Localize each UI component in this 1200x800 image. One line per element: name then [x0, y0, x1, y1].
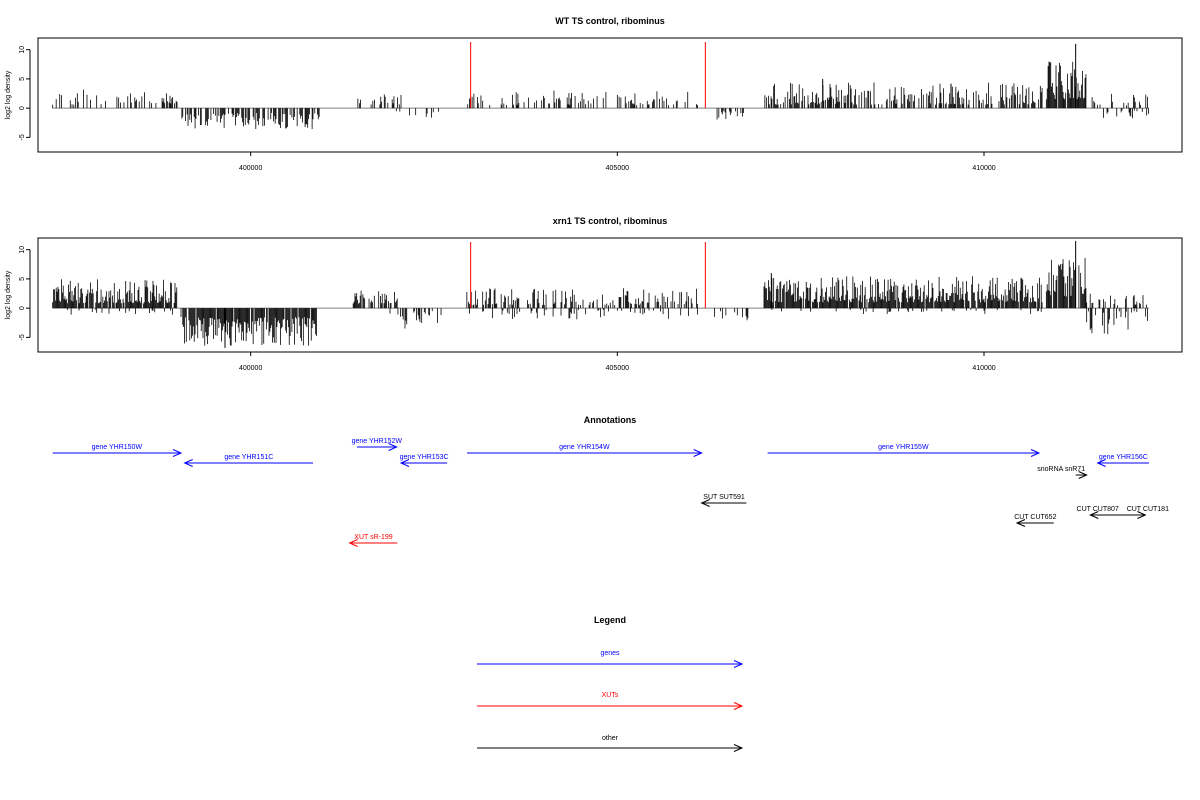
xrn1-panel-title: xrn1 TS control, ribominus [553, 216, 668, 226]
wt-x-tick-label: 410000 [972, 165, 995, 172]
feature-gene-yhr152w: gene YHR152W [352, 438, 403, 451]
xrn1-y-tick-label: 10 [19, 246, 26, 254]
xrn1-x-tick-label: 405000 [606, 365, 629, 372]
xrn1-signal-bars [52, 240, 1148, 348]
feature-label: snoRNA snR71 [1037, 466, 1085, 473]
feature-arrow [1075, 471, 1088, 479]
legend-title: Legend [594, 615, 626, 625]
wt-panel-title: WT TS control, ribominus [555, 16, 665, 26]
feature-cut-cut807: CUT CUT807 [1077, 506, 1119, 519]
wt-position-markers [470, 42, 706, 109]
annotations-title: Annotations [584, 415, 637, 425]
legend-arrow [477, 702, 744, 710]
xrn1-panel: xrn1 TS control, ribominus log2 log dens… [5, 216, 1183, 372]
wt-y-tick-label: 5 [19, 77, 26, 81]
feature-gene-yhr150w: gene YHR150W [52, 444, 183, 457]
xrn1-y-tick-label: 0 [19, 306, 26, 310]
legend-label: XUTs [602, 692, 619, 699]
feature-snorna-snr71: snoRNA snR71 [1037, 466, 1088, 479]
feature-label: XUT sR-199 [354, 534, 392, 541]
legend-label: genes [600, 650, 620, 657]
feature-gene-yhr155w: gene YHR155W [767, 444, 1041, 457]
xrn1-plot-frame [37, 237, 1183, 353]
feature-gene-yhr154w: gene YHR154W [467, 444, 703, 457]
feature-label: CUT CUT807 [1077, 506, 1119, 513]
feature-label: gene YHR152W [352, 438, 403, 445]
feature-label: gene YHR150W [92, 444, 143, 451]
xrn1-x-tick-label: 410000 [972, 365, 995, 372]
feature-cut-cut181: CUT CUT181 [1090, 506, 1169, 519]
feature-label: gene YHR153C [400, 454, 449, 461]
wt-x-tick-label: 405000 [606, 165, 629, 172]
xrn1-x-axis: 400000 405000 410000 [239, 352, 996, 372]
legend-item-other: other [477, 735, 744, 752]
feature-label: SUT SUT591 [703, 494, 745, 501]
feature-arrow [1090, 511, 1147, 519]
wt-x-axis: 400000 405000 410000 [239, 152, 996, 172]
feature-sut-sut591: SUT SUT591 [700, 494, 747, 507]
feature-arrow [399, 459, 448, 467]
xrn1-y-axis-label: log2 log density [5, 270, 12, 319]
feature-gene-yhr153c: gene YHR153C [400, 454, 449, 467]
feature-xut-sr-199: XUT sR-199 [348, 534, 398, 547]
wt-signal-bars [52, 43, 1149, 130]
xrn1-y-axis: -5 0 5 10 [19, 246, 31, 341]
feature-label: CUT CUT181 [1127, 506, 1169, 513]
feature-arrow [700, 499, 747, 507]
legend-arrow [477, 660, 744, 668]
feature-label: gene YHR155W [878, 444, 929, 451]
xrn1-y-tick-label: 5 [19, 277, 26, 281]
xrn1-y-tick-label: -5 [19, 334, 26, 340]
feature-cut-cut652: CUT CUT652 [1014, 514, 1057, 527]
feature-arrow [1096, 459, 1149, 467]
feature-label: gene YHR151C [224, 454, 273, 461]
wt-panel: WT TS control, ribominus log2 log densit… [5, 16, 1183, 172]
legend: Legend genes XUTs other [477, 615, 744, 752]
wt-y-axis-label: log2 log density [5, 70, 12, 119]
xrn1-position-markers [470, 242, 706, 309]
feature-gene-yhr156c: gene YHR156C [1096, 454, 1149, 467]
feature-arrow [357, 443, 398, 451]
wt-plot-frame [37, 37, 1183, 153]
wt-y-tick-label: 0 [19, 106, 26, 110]
legend-item-xuts: XUTs [477, 692, 744, 710]
wt-y-tick-label: 10 [19, 46, 26, 54]
feature-gene-yhr151c: gene YHR151C [183, 454, 313, 467]
feature-arrow [183, 459, 313, 467]
legend-arrow [477, 744, 744, 752]
feature-arrow [52, 449, 183, 457]
annotations-track: Annotations gene YHR150W gene YHR151C ge… [52, 415, 1169, 547]
annotation-features: gene YHR150W gene YHR151C gene YHR152W g… [52, 438, 1169, 547]
feature-arrow [1015, 519, 1054, 527]
feature-label: gene YHR154W [559, 444, 610, 451]
legend-label: other [602, 735, 619, 742]
feature-arrow [767, 449, 1041, 457]
wt-y-tick-label: -5 [19, 134, 26, 140]
xrn1-x-tick-label: 400000 [239, 365, 262, 372]
feature-label: CUT CUT652 [1014, 514, 1056, 521]
feature-label: gene YHR156C [1099, 454, 1148, 461]
wt-y-axis: -5 0 5 10 [19, 46, 31, 141]
wt-x-tick-label: 400000 [239, 165, 262, 172]
feature-arrow [348, 539, 398, 547]
feature-arrow [467, 449, 703, 457]
legend-item-genes: genes [477, 650, 744, 668]
